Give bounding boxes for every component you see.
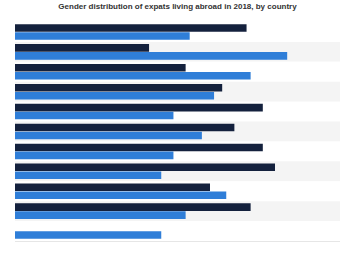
svg-text:Gender distribution of expats: Gender distribution of expats living abr… bbox=[58, 2, 297, 11]
